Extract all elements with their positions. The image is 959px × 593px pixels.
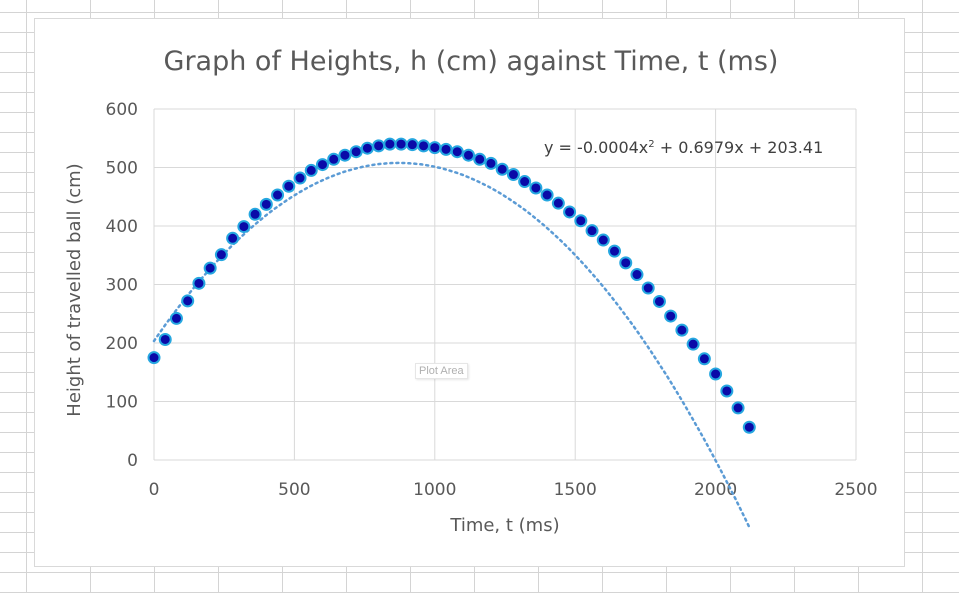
x-tick-label: 1000 [413,480,456,500]
data-point[interactable] [439,142,453,156]
data-point[interactable] [304,163,318,177]
data-point[interactable] [697,352,711,366]
data-point[interactable] [551,196,565,210]
chart-area[interactable]: Graph of Heights, h (cm) against Time, t… [34,18,905,567]
data-point[interactable] [293,171,307,185]
data-point[interactable] [169,311,183,325]
data-point[interactable] [675,323,689,337]
chart-svg: Graph of Heights, h (cm) against Time, t… [64,46,878,536]
data-point[interactable] [709,367,723,381]
data-point[interactable] [529,181,543,195]
data-point[interactable] [271,188,285,202]
data-point[interactable] [248,207,262,221]
data-point[interactable] [405,138,419,152]
y-tick-label: 300 [106,276,138,296]
data-point[interactable] [574,214,588,228]
x-tick-label: 0 [149,480,160,500]
data-point[interactable] [417,139,431,153]
y-tick-label: 100 [106,393,138,413]
data-point[interactable] [664,309,678,323]
data-point[interactable] [181,294,195,308]
data-point[interactable] [619,256,633,270]
trendline-equation[interactable]: y = -0.0004x2 + 0.6979x + 203.41 [544,138,823,157]
data-points [147,137,756,434]
y-tick-label: 0 [127,451,138,471]
data-point[interactable] [473,152,487,166]
data-point[interactable] [282,179,296,193]
data-point[interactable] [484,156,498,170]
data-point[interactable] [147,351,161,365]
data-point[interactable] [742,420,756,434]
plot-area-tooltip: Plot Area [415,363,468,379]
data-point[interactable] [686,337,700,351]
data-point[interactable] [652,294,666,308]
data-point[interactable] [237,220,251,234]
data-point[interactable] [360,141,374,155]
data-point[interactable] [641,281,655,295]
trendline-layer [152,161,751,529]
data-point[interactable] [192,276,206,290]
y-tick-label: 600 [106,100,138,120]
data-point[interactable] [630,268,644,282]
data-point[interactable] [596,233,610,247]
data-point[interactable] [450,145,464,159]
data-point[interactable] [327,152,341,166]
data-point[interactable] [518,175,532,189]
data-point[interactable] [158,332,172,346]
y-tick-label: 400 [106,217,138,237]
data-point[interactable] [495,162,509,176]
x-tick-label: 2500 [834,480,877,500]
equation-base: y = -0.0004x [544,138,648,157]
y-tick-label: 500 [106,159,138,179]
data-point[interactable] [214,248,228,262]
x-tick-label: 500 [278,480,310,500]
data-point[interactable] [383,137,397,151]
data-point[interactable] [540,188,554,202]
data-point[interactable] [506,168,520,182]
data-point[interactable] [203,261,217,275]
gridlines [153,108,857,461]
data-point[interactable] [226,231,240,245]
data-point[interactable] [461,148,475,162]
data-point[interactable] [394,137,408,151]
equation-superscript: 2 [648,139,654,150]
trendline[interactable] [152,161,751,529]
x-tick-label: 2000 [694,480,737,500]
x-axis-title[interactable]: Time, t (ms) [449,515,559,536]
axes: 0 100 200 300 400 500 600 0 500 1000 1500 2000 2500 [106,100,878,500]
chart-title[interactable]: Graph of Heights, h (cm) against Time, t… [164,46,779,77]
y-axis-title[interactable]: Height of travelled ball (cm) [64,163,85,416]
data-point[interactable] [315,158,329,172]
equation-rest: + 0.6979x + 203.41 [655,138,824,157]
data-point[interactable] [720,384,734,398]
data-point[interactable] [259,197,273,211]
data-point[interactable] [563,205,577,219]
data-point[interactable] [372,139,386,153]
data-point[interactable] [349,145,363,159]
y-tick-label: 200 [106,334,138,354]
data-point[interactable] [608,244,622,258]
data-point[interactable] [731,401,745,415]
data-point[interactable] [338,148,352,162]
data-point[interactable] [428,141,442,155]
data-point[interactable] [585,224,599,238]
x-tick-label: 1500 [554,480,597,500]
